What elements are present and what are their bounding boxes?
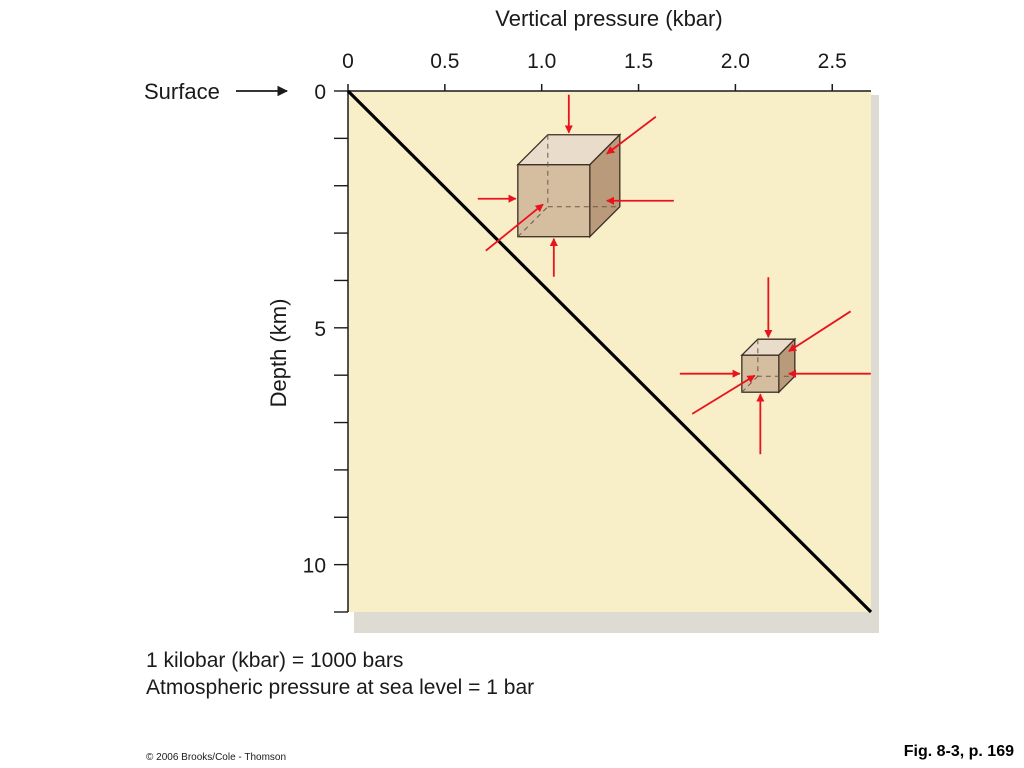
y-axis-title: Depth (km) — [266, 299, 291, 408]
note-atmospheric-pressure: Atmospheric pressure at sea level = 1 ba… — [146, 676, 535, 699]
x-tick-label: 0.5 — [430, 50, 459, 73]
y-tick-label: 10 — [303, 555, 326, 578]
y-tick-label: 5 — [314, 318, 326, 341]
surface-label: Surface — [144, 79, 220, 104]
figure-reference: Fig. 8-3, p. 169 — [903, 743, 1014, 760]
cube-front-face — [517, 164, 591, 238]
pressure-depth-line — [346, 89, 873, 614]
cube-annotation-group — [477, 94, 871, 455]
x-tick-label: 1.0 — [527, 50, 556, 73]
x-tick-label: 1.5 — [624, 50, 653, 73]
y-tick-group: 0 5 10 — [303, 81, 348, 613]
pressure-arrow — [691, 374, 756, 415]
copyright-text: © 2006 Brooks/Cole - Thomson — [146, 752, 287, 763]
large-cube — [477, 94, 674, 277]
cube-hidden-edge — [517, 206, 549, 238]
x-tick-label: 2.5 — [818, 50, 847, 73]
cube-front-face — [741, 354, 780, 393]
x-tick-label: 2.0 — [721, 50, 750, 73]
x-tick-group: 0 0.5 1.0 1.5 2.0 2.5 — [342, 50, 847, 91]
x-axis-title: Vertical pressure (kbar) — [495, 6, 722, 31]
pressure-arrow — [606, 116, 657, 155]
pressure-arrow — [788, 310, 852, 352]
cube-hidden-edges — [547, 134, 620, 208]
pressure-arrow — [485, 203, 544, 252]
series-group — [346, 89, 873, 614]
note-kilobar: 1 kilobar (kbar) = 1000 bars — [146, 649, 404, 672]
x-tick-label: 0 — [342, 50, 354, 73]
small-cube — [679, 277, 871, 455]
y-tick-label: 0 — [314, 81, 326, 104]
